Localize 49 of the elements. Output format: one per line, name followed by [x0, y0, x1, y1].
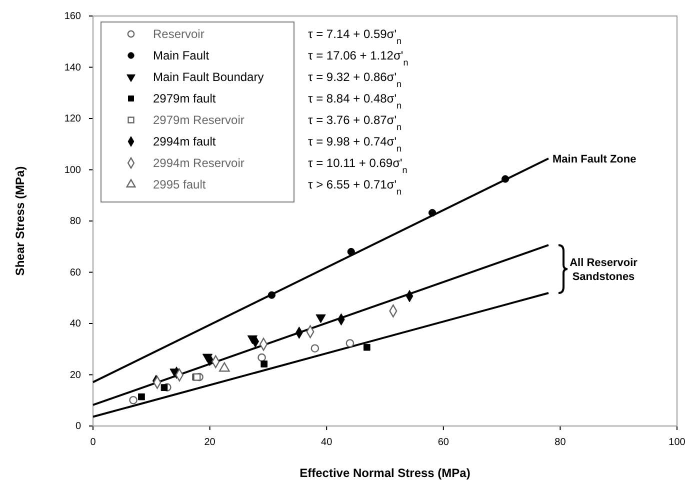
annotation: τ = 3.76 + 0.87σ'$_{n}$	[308, 113, 402, 132]
annotation: τ = 9.98 + 0.74σ'$_{n}$	[308, 134, 402, 154]
annotation: τ = 10.11 + 0.69σ'$_{n}$	[308, 156, 408, 176]
legend-label: Reservoir	[153, 27, 204, 41]
x-tick-label: 0	[90, 437, 96, 448]
point	[363, 344, 370, 351]
y-tick-label: 140	[64, 62, 82, 74]
point	[138, 393, 145, 400]
legend-label: 2994m Reservoir	[153, 156, 244, 170]
point	[428, 208, 436, 217]
point	[501, 175, 510, 183]
x-tick-label: 40	[321, 437, 333, 448]
x-tick-label: 80	[554, 437, 566, 448]
point	[347, 248, 355, 256]
y-tick-label: 160	[64, 11, 82, 22]
point	[310, 344, 320, 353]
y-tick-label: 120	[64, 114, 82, 125]
annotation: τ = 17.06 + 1.12σ'$_{n}$	[308, 48, 408, 68]
y-tick-label: 40	[70, 318, 82, 330]
annotation: Main Fault Zone	[552, 153, 636, 166]
legend-label: 2979m fault	[153, 92, 216, 106]
annotation: τ = 7.14 + 0.59σ'$_{n}$	[308, 27, 402, 46]
legend-label: 2995 fault	[153, 178, 206, 192]
legend-label: 2994m fault	[153, 134, 216, 148]
point	[260, 360, 268, 368]
annotation: τ = 8.84 + 0.48σ'$_{n}$	[308, 92, 402, 111]
x-tick-label: 100	[668, 437, 685, 448]
point	[218, 362, 230, 372]
legend-label: 2979m Reservoir	[153, 113, 244, 127]
legend-label: Main Fault	[153, 48, 210, 62]
y-tick-label: 0	[75, 421, 82, 432]
point	[160, 384, 168, 391]
y-tick-label: 20	[70, 370, 82, 381]
y-tick-label: 60	[70, 267, 82, 278]
point	[258, 353, 266, 362]
point	[316, 314, 326, 324]
y-axis-title: Shear Stress (MPa)	[13, 166, 27, 276]
annotation: All Reservoir Sandstones	[570, 257, 638, 284]
point	[129, 396, 138, 404]
y-tick-label: 100	[64, 164, 82, 176]
x-tick-label: 60	[438, 437, 450, 448]
point	[268, 291, 276, 299]
x-axis-title: Effective Normal Stress (MPa)	[300, 466, 470, 480]
y-tick-label: 80	[70, 216, 82, 228]
annotation: τ > 6.55 + 0.71σ'$_{n}$	[308, 178, 402, 197]
annotation: τ = 9.32 + 0.86σ'$_{n}$	[308, 70, 402, 90]
point	[346, 339, 354, 348]
x-tick-label: 20	[204, 437, 216, 448]
legend-label: Main Fault Boundary	[153, 70, 264, 84]
